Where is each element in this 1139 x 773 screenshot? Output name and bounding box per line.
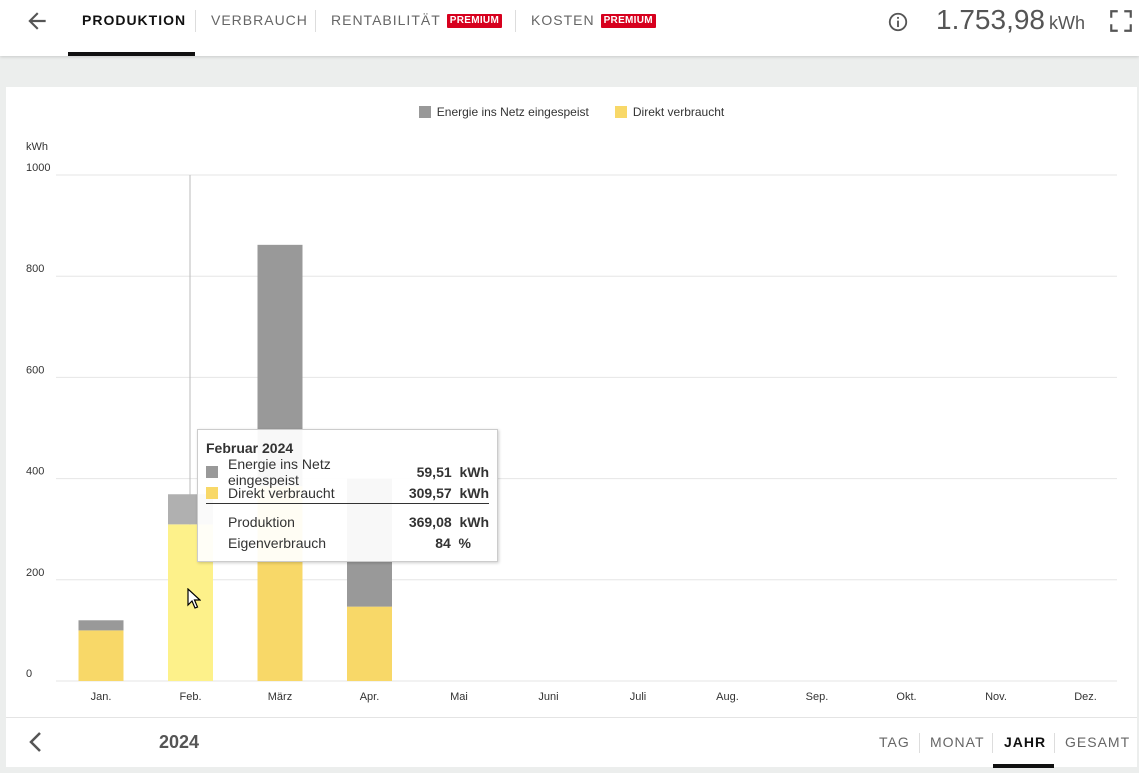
x-tick-label: Nov. [985,691,1007,703]
mouse-pointer-icon [187,588,201,609]
x-tick-label: Apr. [360,691,380,703]
x-tick-label: Juni [538,691,558,703]
tooltip-divider [206,503,489,504]
chart-tooltip: Februar 2024 Energie ins Netz eingespeis… [197,429,498,562]
x-tick-label: Aug. [716,691,739,703]
y-tick-label: 1000 [26,162,50,174]
tab-label: RENTABILITÄT [331,12,441,28]
x-tick-label: Feb. [179,691,201,703]
bar-netz-eingespeist-0 [78,620,124,631]
period-divider [919,733,920,753]
tooltip-row-self-consumed: Direkt verbraucht 309,57 kWh [206,484,489,502]
y-tick-label: 800 [26,263,44,275]
y-tick-label: 400 [26,466,44,478]
period-label: 2024 [159,732,200,752]
chevron-left-icon[interactable] [26,730,46,754]
y-tick-label: 600 [26,364,44,376]
period-tab-day[interactable]: TAG [879,734,910,750]
tooltip-value: 309,57 kWh [408,485,489,501]
tab-label: VERBRAUCH [211,12,308,28]
tab-divider [195,10,196,32]
period-tab-total[interactable]: GESAMT [1065,734,1131,750]
x-tick-label: Sep. [806,691,829,703]
premium-badge: PREMIUM [446,14,503,28]
x-tick-label: Mai [450,691,468,703]
tooltip-row-self-consumption: Eigenverbrauch 84 % [206,534,489,552]
active-tab-indicator [68,52,195,56]
premium-badge: PREMIUM [600,14,656,28]
x-tick-label: Dez. [1074,691,1097,703]
period-tab-month[interactable]: MONAT [930,734,985,750]
tab-rentabilitaet[interactable]: RENTABILITÄT PREMIUM [331,0,503,56]
bar-chart: kWh 0 200 400 600 800 1000 Jan. Feb. März Apr. Mai J… [26,141,1117,703]
bar-direkt-verbraucht-3 [347,606,392,681]
period-divider [992,733,993,753]
tab-divider [515,10,516,32]
legend-label: Energie ins Netz eingespeist [436,105,589,119]
period-bar: 2024 TAG MONAT JAHR GESAMT [6,717,1137,768]
x-tick-label: Okt. [896,691,916,703]
tooltip-swatch [206,487,218,499]
legend-swatch [418,106,431,118]
bar-direkt-verbraucht-0 [78,630,124,681]
legend-label: Direkt verbraucht [632,105,725,119]
tooltip-value: 84 % [435,535,471,551]
total-value: 1.753,98 [936,4,1045,35]
legend-swatch [614,106,627,118]
tooltip-value: 369,08 kWh [408,514,489,530]
period-divider [1054,733,1055,753]
tab-label: PRODUKTION [82,12,187,28]
tooltip-label: Direkt verbraucht [228,485,335,501]
tooltip-title: Februar 2024 [206,440,294,456]
tooltip-row-production: Produktion 369,08 kWh [206,513,489,531]
total-production: 1.753,98 kWh [936,4,1085,36]
tooltip-label: Eigenverbrauch [228,535,327,551]
x-tick-label: März [268,691,292,703]
x-tick-label: Jan. [91,691,112,703]
tooltip-row-feed-in: Energie ins Netz eingespeist 59,51 kWh [206,456,489,488]
fullscreen-icon[interactable] [1108,8,1134,34]
tooltip-label: Energie ins Netz eingespeist [228,456,331,488]
tab-divider [315,10,316,32]
active-period-indicator [993,764,1054,768]
legend-item-feed-in[interactable]: Energie ins Netz eingespeist [418,105,589,119]
chart-panel: Energie ins Netz eingespeist Direkt verb… [6,87,1137,717]
total-unit: kWh [1049,13,1085,33]
y-tick-label: 0 [26,668,32,680]
tooltip-label: Produktion [228,514,295,530]
y-axis-unit-label: kWh [26,141,48,153]
tab-produktion[interactable]: PRODUKTION [82,0,186,56]
y-tick-label: 200 [26,567,44,579]
top-bar: PRODUKTION VERBRAUCH RENTABILITÄT PREMIU… [0,0,1139,56]
tab-verbrauch[interactable]: VERBRAUCH [211,0,308,56]
tab-kosten[interactable]: KOSTEN PREMIUM [531,0,656,56]
arrow-left-icon[interactable] [24,8,50,34]
tab-label: KOSTEN [531,12,595,28]
chart-legend: Energie ins Netz eingespeist Direkt verb… [6,105,1137,119]
tooltip-value: 59,51 kWh [416,464,489,480]
info-icon[interactable] [887,11,909,33]
x-tick-label: Juli [630,691,647,703]
period-tab-year[interactable]: JAHR [1004,734,1047,750]
tooltip-swatch [206,466,218,478]
legend-item-self-consumed[interactable]: Direkt verbraucht [614,105,725,119]
